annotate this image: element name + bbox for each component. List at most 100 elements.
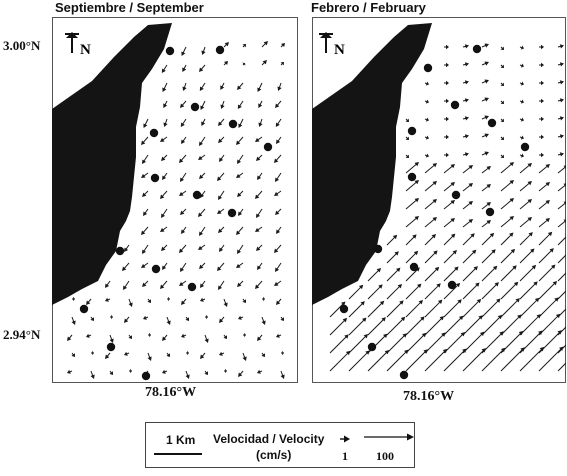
velocity-vector-head [198,245,203,250]
velocity-vector [443,183,454,192]
velocity-vector [329,319,346,336]
velocity-vector-head [86,333,90,338]
velocity-vector [405,301,422,318]
station-marker [472,44,482,54]
velocity-vector-head [199,264,204,269]
velocity-vector-head [402,333,407,338]
velocity-vector-head [242,62,246,66]
velocity-vector [443,316,463,336]
velocity-vector-head [539,346,545,352]
velocity-vector [348,302,364,318]
velocity-vector-head [179,248,184,253]
velocity-vector-head [460,332,465,337]
velocity-vector-head [201,121,206,126]
velocity-vector-head [533,281,538,286]
velocity-vector-head [168,296,170,302]
velocity-vector-head [513,281,519,287]
velocity-vector-head [437,299,443,305]
velocity-vector-head [405,136,409,140]
velocity-vector [348,286,362,300]
velocity-vector-head [275,177,280,182]
velocity-vector-head [457,299,462,304]
velocity-vector-head [198,155,203,160]
velocity-vector-head [237,104,242,109]
velocity-vector-head [489,232,495,238]
velocity-vector-head [236,230,241,235]
velocity-vector-head [280,62,284,66]
velocity-vector [538,265,555,282]
velocity-vector-head [557,330,562,335]
velocity-vector-head [185,317,189,321]
velocity-vector-head [160,137,165,142]
velocity-vector-head [200,283,205,288]
velocity-vector-head [491,249,496,254]
velocity-vector-head [500,154,504,158]
velocity-vector [462,166,472,174]
velocity-vector-head [162,175,167,180]
velocity-vector-head [257,369,261,374]
velocity-vector [348,318,366,336]
velocity-vector-head [541,80,544,86]
velocity-vector-head [376,267,382,273]
velocity-vector-head [541,62,544,68]
velocity-vector-head [223,302,228,307]
velocity-vector-head [446,98,449,104]
velocity-vector [443,165,454,174]
velocity-vector-head [90,374,95,379]
station-marker [487,118,497,128]
velocity-vector [348,351,369,372]
velocity-vector-head [130,368,132,374]
velocity-vector-head [520,347,525,352]
velocity-vector-head [141,140,146,145]
velocity-vector-head [509,198,514,203]
velocity-vector-head [479,331,485,337]
velocity-vector-head [512,265,517,270]
legend: 1 Km Velocidad / Velocity (cm/s) 1 100 [145,422,415,468]
velocity-vector-head [181,229,186,234]
velocity-vector-head [442,348,448,354]
velocity-vector-head [180,122,185,127]
velocity-units: (cm/s) [256,448,292,462]
velocity-vector [443,300,461,318]
velocity-vector [424,333,445,354]
velocity-vector [500,199,513,210]
velocity-vector-head [223,335,227,339]
velocity-vector-head [464,134,469,139]
velocity-vector-head [199,141,204,146]
velocity-vector-head [181,333,185,338]
velocity-vector [462,267,477,282]
velocity-vector-head [277,86,282,91]
velocity-vector-head [454,266,459,271]
velocity-vector-head [541,134,544,140]
velocity-vector-head [263,296,265,302]
velocity-vector-head [473,266,478,271]
velocity-vector-head [455,282,461,288]
velocity-vector [557,166,566,174]
velocity-vector [519,266,535,282]
velocity-vector [424,284,440,300]
velocity-vector-head [381,317,386,322]
velocity-vector-head [105,283,110,288]
velocity-vector-head [124,351,128,356]
velocity-vector-head [257,87,262,92]
velocity-vector-head [274,248,279,253]
velocity-vector-head [105,297,109,302]
velocity-vector-head [161,246,166,251]
velocity-vector-head [464,44,469,49]
velocity-vector [462,202,472,210]
velocity-vector-head [180,210,185,215]
velocity-vector-head [500,64,504,68]
velocity-vector-head [527,181,532,186]
station-marker [165,46,175,56]
velocity-vector-head [541,152,544,158]
velocity-vector [424,251,437,264]
velocity-vector-head [280,374,285,379]
velocity-vector-head [471,249,477,255]
station-marker [215,45,225,55]
velocity-vector-head [237,282,242,287]
velocity-vector-head [414,198,419,203]
velocity-vector [519,164,531,174]
coastline-land [312,23,432,305]
velocity-vector-head [547,231,553,237]
velocity-vector-head [218,195,223,200]
